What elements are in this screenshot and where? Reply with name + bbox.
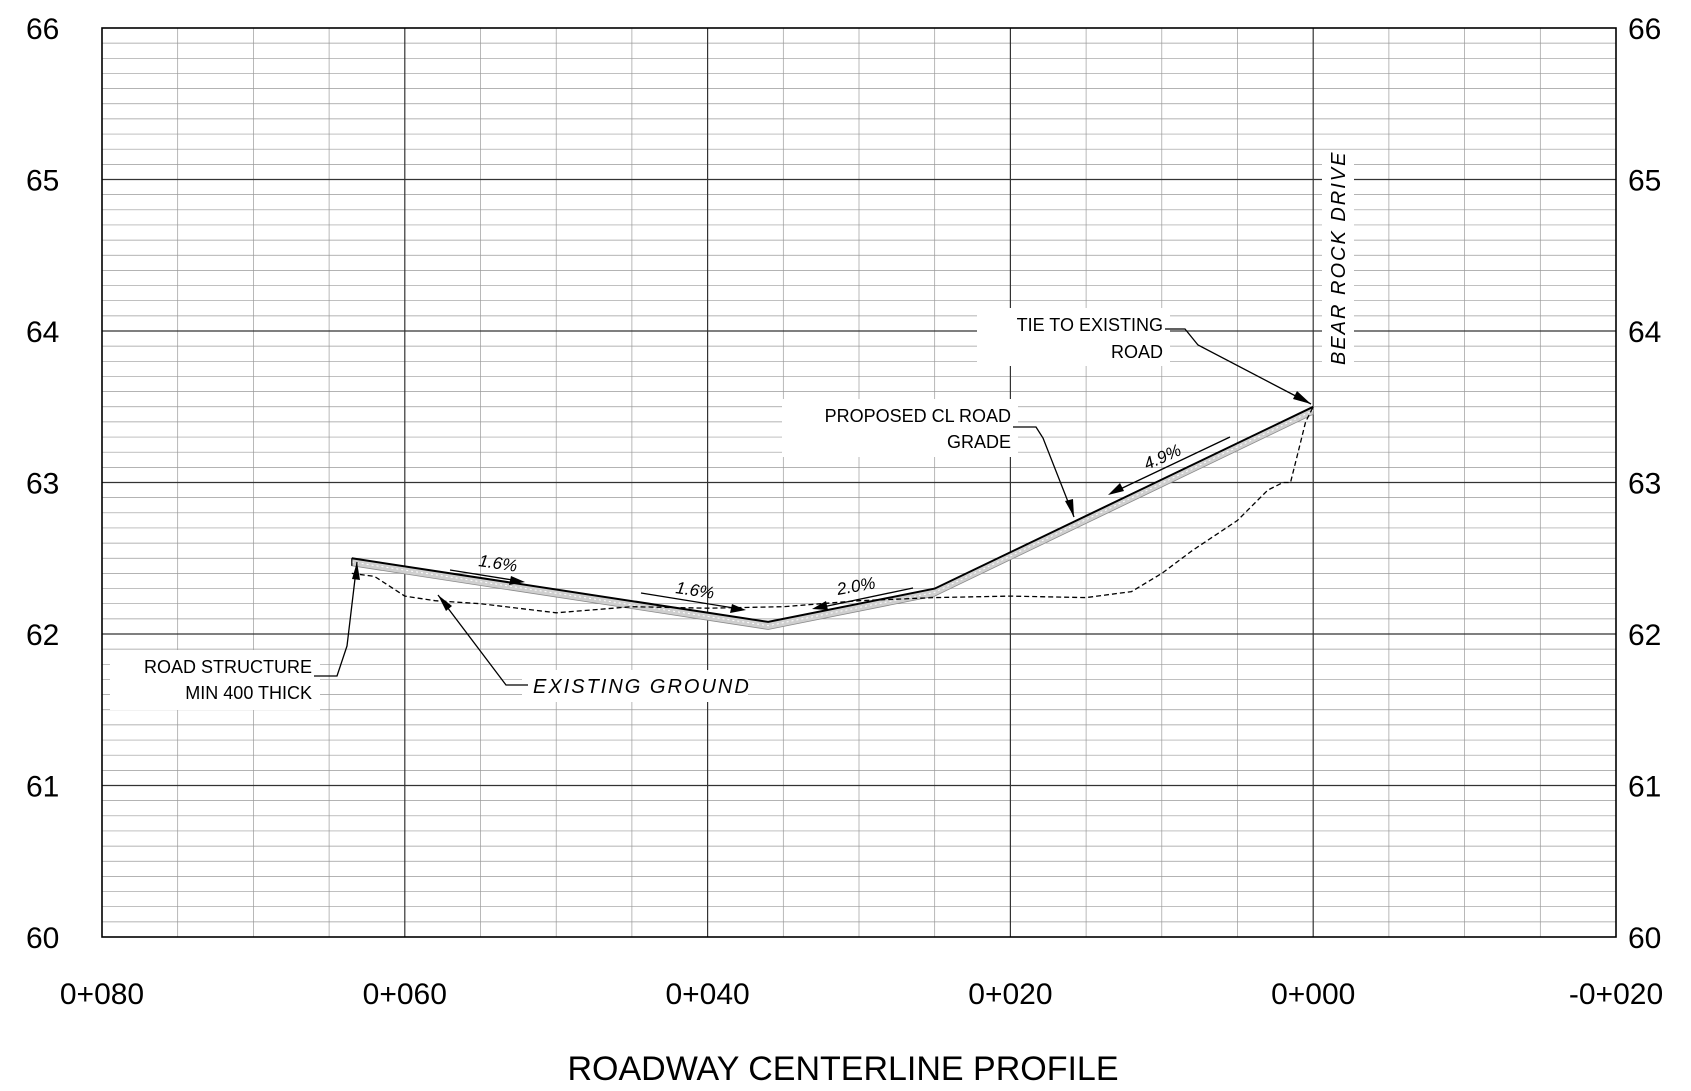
y-tick-label-right: 65 [1628, 165, 1661, 198]
axes: 60 60 61 61 62 62 63 63 64 64 65 65 66 66 0+080 0+060 0+… [26, 13, 1663, 1011]
slope-3-arrowhead [812, 601, 828, 610]
grade-leader-arrowhead [1065, 499, 1074, 517]
proposed-grade-note: PROPOSED CL ROAD GRADE [782, 399, 1075, 518]
bear-rock-drive-label: BEAR ROCK DRIVE [1328, 151, 1350, 365]
grade-note-line1: PROPOSED CL ROAD [825, 406, 1011, 426]
bear-rock-drive-note: BEAR ROCK DRIVE [1322, 150, 1354, 375]
bear-rock-bg [1322, 150, 1354, 375]
slope-1-label: 1.6% [477, 551, 518, 576]
annotations: TIE TO EXISTING ROAD PROPOSED CL ROAD GR… [110, 150, 1354, 710]
y-tick-label-left: 63 [26, 468, 59, 501]
y-tick-label-right: 61 [1628, 771, 1661, 804]
grade-note-bg [782, 399, 1018, 457]
road-structure-note: ROAD STRUCTURE MIN 400 THICK [110, 561, 360, 710]
slope-1-arrow-line [449, 569, 520, 582]
slope-3-label: 2.0% [834, 573, 876, 599]
tie-leader-arrowhead [1293, 391, 1311, 404]
y-tick-label-right: 62 [1628, 619, 1661, 652]
tie-leader-line [1165, 328, 1312, 405]
y-tick-label-left: 66 [26, 13, 59, 46]
plot-frame [101, 27, 1617, 938]
slope-1-arrowhead [509, 576, 525, 585]
series [351, 405, 1314, 630]
tie-to-existing-note: TIE TO EXISTING ROAD [977, 308, 1312, 405]
structure-leader-arrowhead [352, 562, 360, 580]
slope-3-arrow-line [817, 587, 914, 609]
x-tick-label: 0+040 [665, 978, 749, 1011]
slope-4-arrowhead [1108, 483, 1124, 495]
tie-note-line1: TIE TO EXISTING [1017, 315, 1163, 335]
slope-2-arrowhead [730, 604, 746, 613]
slope-2-arrow-line [640, 592, 741, 610]
slope-marker-4: 4.9% [1108, 436, 1231, 495]
existing-ground-note: EXISTING GROUND [437, 594, 751, 702]
grade-leader-line [1013, 426, 1075, 518]
y-tick-label-left: 65 [26, 165, 59, 198]
road-structure-hatch [351, 410, 1314, 627]
x-tick-label: 0+000 [1271, 978, 1355, 1011]
x-tick-label: 0+020 [968, 978, 1052, 1011]
y-tick-label-left: 62 [26, 619, 59, 652]
existing-ground-line [351, 406, 1314, 614]
x-tick-label: -0+020 [1569, 978, 1663, 1011]
structure-leader-line [314, 561, 358, 677]
x-tick-label: 0+080 [60, 978, 144, 1011]
structure-note-line2: MIN 400 THICK [185, 683, 312, 703]
existing-ground-leader-arrowhead [438, 595, 452, 611]
structure-note-bg [110, 650, 320, 710]
y-tick-label-right: 66 [1628, 13, 1661, 46]
y-tick-label-left: 61 [26, 771, 59, 804]
y-tick-label-right: 63 [1628, 468, 1661, 501]
x-tick-label: 0+060 [363, 978, 447, 1011]
structure-note-line1: ROAD STRUCTURE [144, 657, 312, 677]
tie-note-line2: ROAD [1111, 342, 1163, 362]
existing-ground-leader-line [437, 594, 528, 686]
slope-4-arrow-line [1113, 436, 1231, 493]
y-tick-label-left: 60 [26, 922, 59, 955]
y-tick-label-right: 60 [1628, 922, 1661, 955]
y-tick-label-left: 64 [26, 316, 59, 349]
existing-ground-note-bg [522, 670, 748, 702]
tie-note-bg [977, 308, 1170, 366]
grade-note-line2: GRADE [947, 432, 1011, 452]
y-tick-label-right: 64 [1628, 316, 1661, 349]
grid [102, 28, 1616, 937]
proposed-grade-line [351, 405, 1314, 623]
existing-ground-label: EXISTING GROUND [533, 676, 751, 698]
chart-title: ROADWAY CENTERLINE PROFILE [567, 1050, 1118, 1086]
